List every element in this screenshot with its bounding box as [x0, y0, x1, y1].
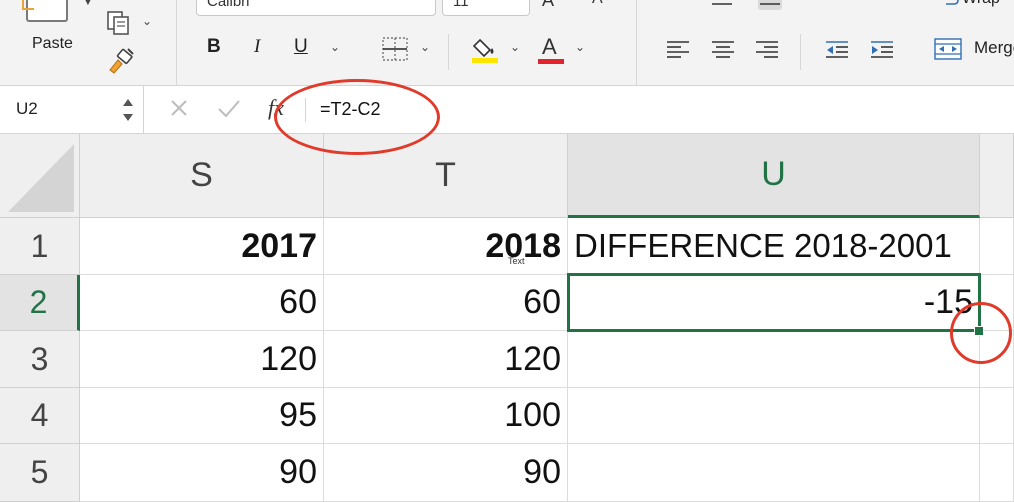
- copy-dropdown-icon[interactable]: ⌄: [142, 14, 153, 28]
- cell-s5[interactable]: 90: [80, 444, 324, 502]
- align-center-icon[interactable]: [711, 40, 735, 60]
- cancel-formula-icon[interactable]: [168, 97, 190, 119]
- ribbon-separator: [636, 0, 637, 85]
- cell-v4[interactable]: [980, 388, 1014, 444]
- name-box-stepper-icon[interactable]: [120, 94, 136, 126]
- increase-font-size-icon[interactable]: Aˆ: [542, 0, 560, 10]
- paste-icon[interactable]: [22, 0, 68, 22]
- cell-v1[interactable]: [980, 218, 1014, 275]
- decrease-font-size-icon[interactable]: Aˇ: [592, 0, 608, 8]
- decrease-indent-icon[interactable]: [825, 40, 849, 60]
- font-color-icon[interactable]: A: [536, 34, 566, 66]
- cell-s4[interactable]: 95: [80, 388, 324, 444]
- bold-button[interactable]: B: [207, 36, 221, 57]
- cell-s3[interactable]: 120: [80, 331, 324, 388]
- cell-u1[interactable]: DIFFERENCE 2018-2001: [568, 218, 980, 275]
- hover-tooltip: Text: [508, 256, 525, 266]
- select-all-corner[interactable]: [0, 134, 80, 218]
- align-right-icon[interactable]: [755, 40, 779, 60]
- ribbon-separator: [800, 34, 801, 70]
- cell-u2[interactable]: -15: [568, 275, 980, 331]
- cell-t1[interactable]: 2018: [324, 218, 568, 275]
- svg-text:A: A: [542, 34, 557, 59]
- name-box[interactable]: U2: [0, 86, 144, 134]
- spreadsheet-grid: S T U 1 2 3 4 5 2017 2018 DIFFERENCE 201…: [0, 134, 1014, 502]
- formula-bar: U2 fx =T2-C2: [0, 86, 1014, 134]
- row-header-4[interactable]: 4: [0, 388, 80, 444]
- cell-t5[interactable]: 90: [324, 444, 568, 502]
- formula-highlight-annotation: [274, 79, 440, 155]
- fill-color-icon[interactable]: [472, 34, 500, 64]
- underline-dropdown-icon[interactable]: ⌄: [330, 40, 341, 54]
- name-box-value[interactable]: U2: [16, 99, 38, 118]
- cell-t4[interactable]: 100: [324, 388, 568, 444]
- cell-s2[interactable]: 60: [80, 275, 324, 331]
- row-header-1[interactable]: 1: [0, 218, 80, 275]
- fill-handle-highlight-annotation: [950, 302, 1012, 364]
- ribbon-separator: [448, 34, 449, 70]
- font-color-dropdown-icon[interactable]: ⌄: [575, 40, 586, 54]
- cell-s1[interactable]: 2017: [80, 218, 324, 275]
- wrap-text-icon[interactable]: [936, 0, 960, 6]
- paste-dropdown-icon[interactable]: ▼: [82, 0, 94, 8]
- font-size-dropdown[interactable]: 11: [442, 0, 530, 16]
- enter-formula-icon[interactable]: [216, 97, 242, 119]
- cell-u5[interactable]: [568, 444, 980, 502]
- underline-button[interactable]: U: [294, 36, 308, 57]
- merge-center-button[interactable]: Merge: [974, 38, 1014, 57]
- select-all-icon: [8, 144, 74, 212]
- wrap-text-button[interactable]: Wrap: [962, 0, 1000, 8]
- cell-u4[interactable]: [568, 388, 980, 444]
- increase-indent-icon[interactable]: [870, 40, 894, 60]
- cell-t3[interactable]: 120: [324, 331, 568, 388]
- borders-icon[interactable]: [381, 36, 409, 62]
- merge-center-icon[interactable]: [934, 38, 962, 60]
- top-align-icon[interactable]: [710, 0, 734, 10]
- row-header-5[interactable]: 5: [0, 444, 80, 502]
- cell-u3[interactable]: [568, 331, 980, 388]
- borders-dropdown-icon[interactable]: ⌄: [420, 40, 431, 54]
- column-header-s[interactable]: S: [80, 134, 324, 218]
- ribbon: ▼ Paste ⌄ Calibri 11 Aˆ Aˇ B I U ⌄ ⌄ ⌄ A…: [0, 0, 1014, 86]
- middle-align-icon[interactable]: [758, 0, 782, 10]
- italic-button[interactable]: I: [254, 36, 261, 57]
- ribbon-separator: [176, 0, 177, 85]
- cell-v5[interactable]: [980, 444, 1014, 502]
- format-painter-icon[interactable]: [106, 46, 136, 74]
- fill-color-dropdown-icon[interactable]: ⌄: [510, 40, 521, 54]
- column-header-next[interactable]: [980, 134, 1014, 218]
- paste-button-label[interactable]: Paste: [32, 35, 73, 52]
- row-header-2[interactable]: 2: [0, 275, 80, 331]
- copy-icon[interactable]: [106, 10, 132, 36]
- column-header-u[interactable]: U: [568, 134, 980, 218]
- row-header-3[interactable]: 3: [0, 331, 80, 388]
- font-name-dropdown[interactable]: Calibri: [196, 0, 436, 16]
- cell-t2[interactable]: 60: [324, 275, 568, 331]
- align-left-icon[interactable]: [666, 40, 690, 60]
